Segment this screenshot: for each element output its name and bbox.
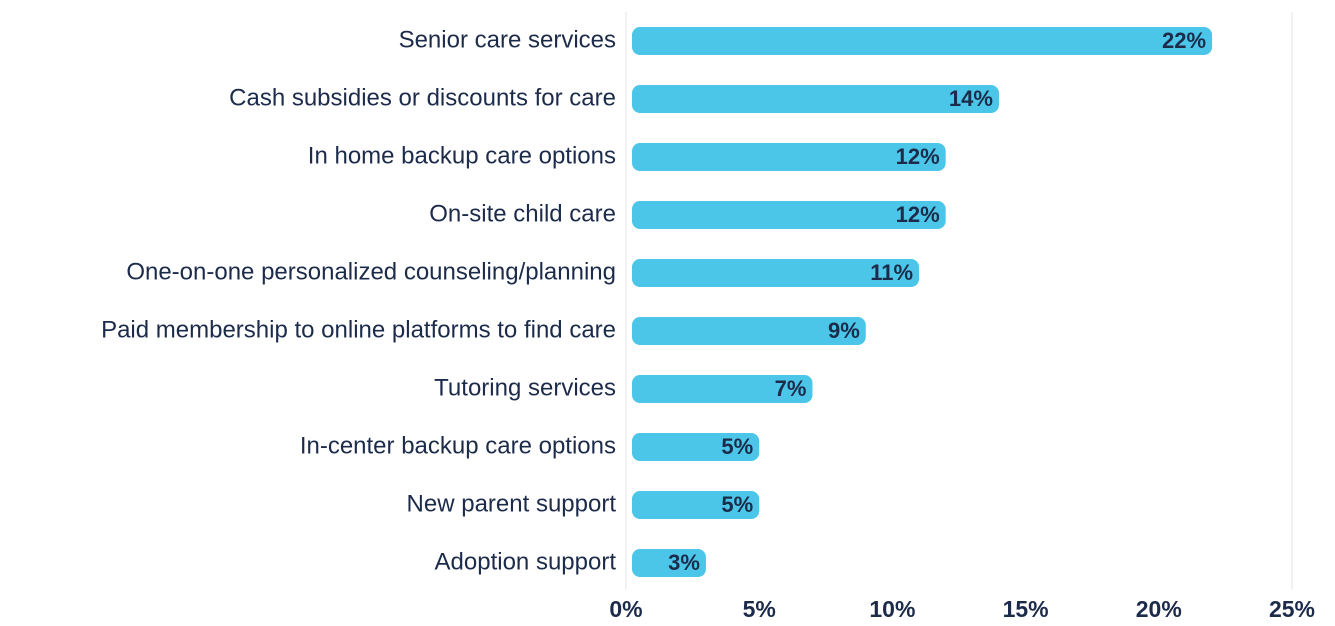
- value-label: 9%: [828, 318, 860, 343]
- value-label: 3%: [668, 550, 700, 575]
- bar: [632, 27, 1213, 55]
- value-label: 7%: [775, 376, 807, 401]
- value-label: 14%: [949, 86, 993, 111]
- value-label: 5%: [721, 434, 753, 459]
- x-tick-label: 10%: [869, 596, 915, 622]
- bar: [632, 201, 946, 229]
- category-label: Senior care services: [399, 26, 616, 53]
- x-tick-label: 5%: [743, 596, 776, 622]
- bar: [632, 375, 813, 403]
- category-label: On-site child care: [429, 200, 616, 227]
- category-label: Adoption support: [435, 548, 617, 575]
- category-label: Tutoring services: [434, 374, 616, 401]
- bar: [632, 259, 920, 287]
- x-tick-label: 15%: [1003, 596, 1049, 622]
- value-label: 22%: [1162, 28, 1206, 53]
- value-label: 5%: [721, 492, 753, 517]
- category-label: Cash subsidies or discounts for care: [229, 84, 616, 111]
- value-label: 12%: [896, 144, 940, 169]
- bar: [632, 85, 999, 113]
- value-label: 11%: [870, 260, 913, 285]
- category-label: Paid membership to online platforms to f…: [101, 316, 616, 343]
- category-label: One-on-one personalized counseling/plann…: [126, 258, 616, 285]
- value-label: 12%: [896, 202, 940, 227]
- bar: [632, 491, 760, 519]
- x-tick-label: 0%: [609, 596, 642, 622]
- category-label: In home backup care options: [308, 142, 616, 169]
- category-label: New parent support: [407, 490, 617, 517]
- bar: [632, 549, 706, 577]
- category-label: In-center backup care options: [300, 432, 616, 459]
- bar: [632, 433, 760, 461]
- bar: [632, 143, 946, 171]
- x-tick-label: 25%: [1269, 596, 1315, 622]
- bar: [632, 317, 866, 345]
- x-tick-label: 20%: [1136, 596, 1182, 622]
